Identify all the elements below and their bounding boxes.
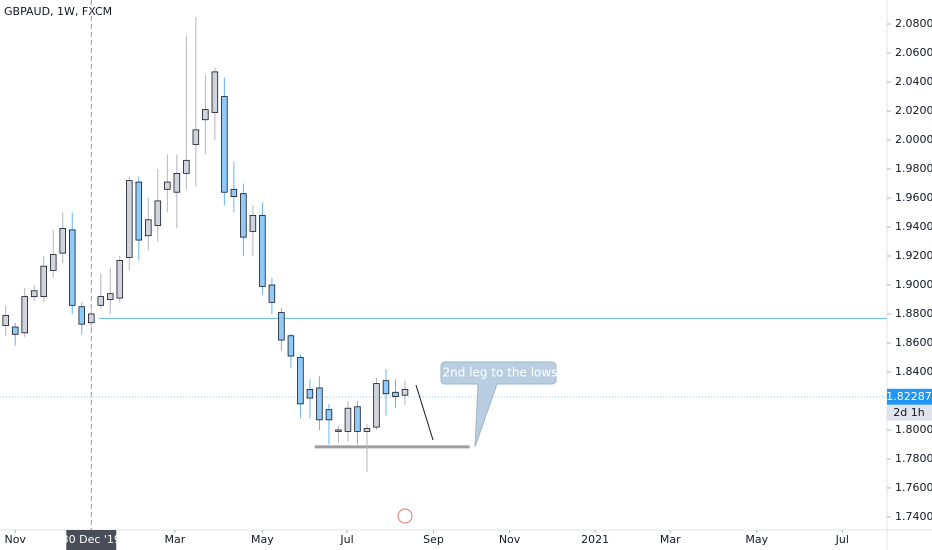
candle-body — [363, 428, 371, 432]
candle-body — [69, 229, 76, 306]
candle-body — [230, 188, 238, 197]
candle-body — [154, 200, 162, 226]
annotation-callout: 2nd leg to the lows — [440, 361, 558, 448]
price-label: 1.82287 — [886, 390, 932, 403]
candle-body — [354, 406, 361, 432]
y-tick-label: 1.94000 — [895, 220, 932, 233]
candle-body — [49, 254, 57, 271]
candle-body — [211, 71, 219, 113]
candle-body — [145, 219, 152, 237]
x-tick-label: 2021 — [581, 533, 609, 546]
candle-body — [2, 315, 9, 326]
y-tick-label: 2.04000 — [895, 75, 932, 88]
candle-body — [259, 215, 266, 287]
candle-body — [249, 215, 257, 232]
candle-body — [221, 96, 228, 193]
candle-body — [59, 228, 66, 254]
x-tick-label: Jul — [835, 533, 849, 546]
candle-body — [40, 265, 47, 298]
candle-body — [202, 109, 209, 121]
x-tick-label: Mar — [660, 533, 681, 546]
x-tick-label: Mar — [165, 533, 186, 546]
chart-title: GBPAUD, 1W, FXCM — [4, 5, 112, 18]
callout-shape — [440, 361, 557, 448]
x-tick-label: May — [251, 533, 274, 546]
candle-body — [135, 181, 143, 241]
price-label-box — [887, 388, 932, 405]
candle-body — [164, 181, 171, 190]
x-tick-label: Jul — [339, 533, 353, 546]
y-tick-label: 1.98000 — [895, 162, 932, 175]
candle-body — [382, 380, 390, 395]
y-tick-label: 1.84000 — [895, 365, 932, 378]
y-tick-label: 1.86000 — [895, 336, 932, 349]
y-tick-label: 1.74000 — [895, 510, 932, 523]
logo — [397, 508, 413, 524]
candle-body — [344, 407, 352, 432]
candle-body — [11, 326, 19, 335]
candle-body — [306, 388, 314, 399]
logo-circle — [397, 508, 413, 524]
countdown-box — [887, 404, 932, 421]
countdown-label: 2d 1h — [893, 406, 924, 419]
x-tick-label: Nov — [4, 533, 26, 546]
x-tick-label: Sep — [423, 533, 444, 546]
candle-body — [192, 129, 200, 145]
candle-body — [21, 296, 28, 334]
candle-body — [173, 172, 181, 193]
y-tick-label: 1.90000 — [895, 278, 932, 291]
candle-body — [335, 429, 342, 432]
candle-body — [325, 409, 333, 421]
candle-body — [97, 296, 105, 306]
candle-body — [268, 284, 276, 303]
crosshair-label-box — [66, 530, 117, 550]
candle-body — [78, 306, 86, 325]
y-tick-label: 1.92000 — [895, 249, 932, 262]
y-tick-label: 2.02000 — [895, 104, 932, 117]
y-tick-label: 1.80000 — [895, 423, 932, 436]
candle-body — [88, 313, 95, 324]
candle-body — [126, 180, 133, 258]
y-tick-label: 2.00000 — [895, 133, 932, 146]
candle-body — [30, 290, 38, 298]
x-tick-label: May — [745, 533, 768, 546]
trend-line — [415, 384, 434, 441]
crosshair-label: 30 Dec '19 — [62, 533, 121, 546]
candle-body — [107, 293, 114, 300]
y-tick-label: 1.96000 — [895, 191, 932, 204]
candle-body — [297, 357, 304, 405]
candle-body — [401, 388, 409, 396]
y-tick-label: 2.06000 — [895, 46, 932, 59]
candle-body — [316, 387, 323, 421]
callout-text: 2nd leg to the lows — [443, 366, 558, 380]
y-tick-label: 1.76000 — [895, 481, 932, 494]
y-tick-label: 1.78000 — [895, 452, 932, 465]
candle-body — [183, 159, 190, 174]
candle-body — [287, 335, 295, 357]
candle-body — [240, 193, 247, 238]
candle-body — [392, 391, 399, 398]
candle-body — [373, 383, 380, 428]
y-tick-label: 2.08000 — [895, 17, 932, 30]
y-tick-label: 1.88000 — [895, 307, 932, 320]
x-tick-label: Nov — [499, 533, 521, 546]
candle-body — [278, 312, 285, 341]
candle-body — [116, 259, 124, 299]
